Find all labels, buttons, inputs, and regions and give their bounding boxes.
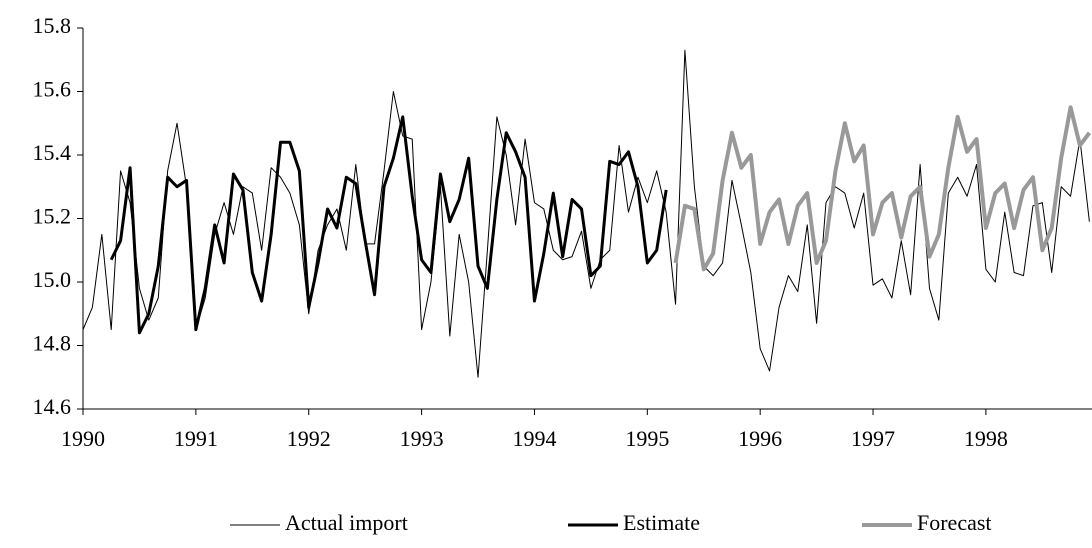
x-tick-label: 1997: [851, 426, 895, 451]
y-tick-label: 14.6: [33, 394, 72, 419]
series-line: [109, 115, 668, 335]
y-tick-label: 15.0: [33, 267, 72, 292]
x-tick-label: 1992: [287, 426, 331, 451]
x-tick-label: 1994: [512, 426, 556, 451]
x-tick-label: 1990: [61, 426, 105, 451]
x-tick-label: 1996: [738, 426, 782, 451]
y-tick-label: 15.4: [33, 140, 72, 165]
legend-label: Estimate: [623, 510, 700, 535]
legend-label: Actual import: [285, 510, 408, 535]
x-tick-label: 1991: [174, 426, 218, 451]
x-tick-label: 1993: [400, 426, 444, 451]
series-line: [673, 105, 1092, 272]
x-tick-label: 1998: [964, 426, 1008, 451]
y-tick-label: 14.8: [33, 331, 72, 356]
y-tick-label: 15.6: [33, 77, 72, 102]
x-tick-label: 1995: [625, 426, 669, 451]
legend-label: Forecast: [917, 510, 992, 535]
y-tick-label: 15.8: [33, 13, 72, 38]
series-line: [82, 49, 1090, 378]
y-tick-label: 15.2: [33, 204, 72, 229]
